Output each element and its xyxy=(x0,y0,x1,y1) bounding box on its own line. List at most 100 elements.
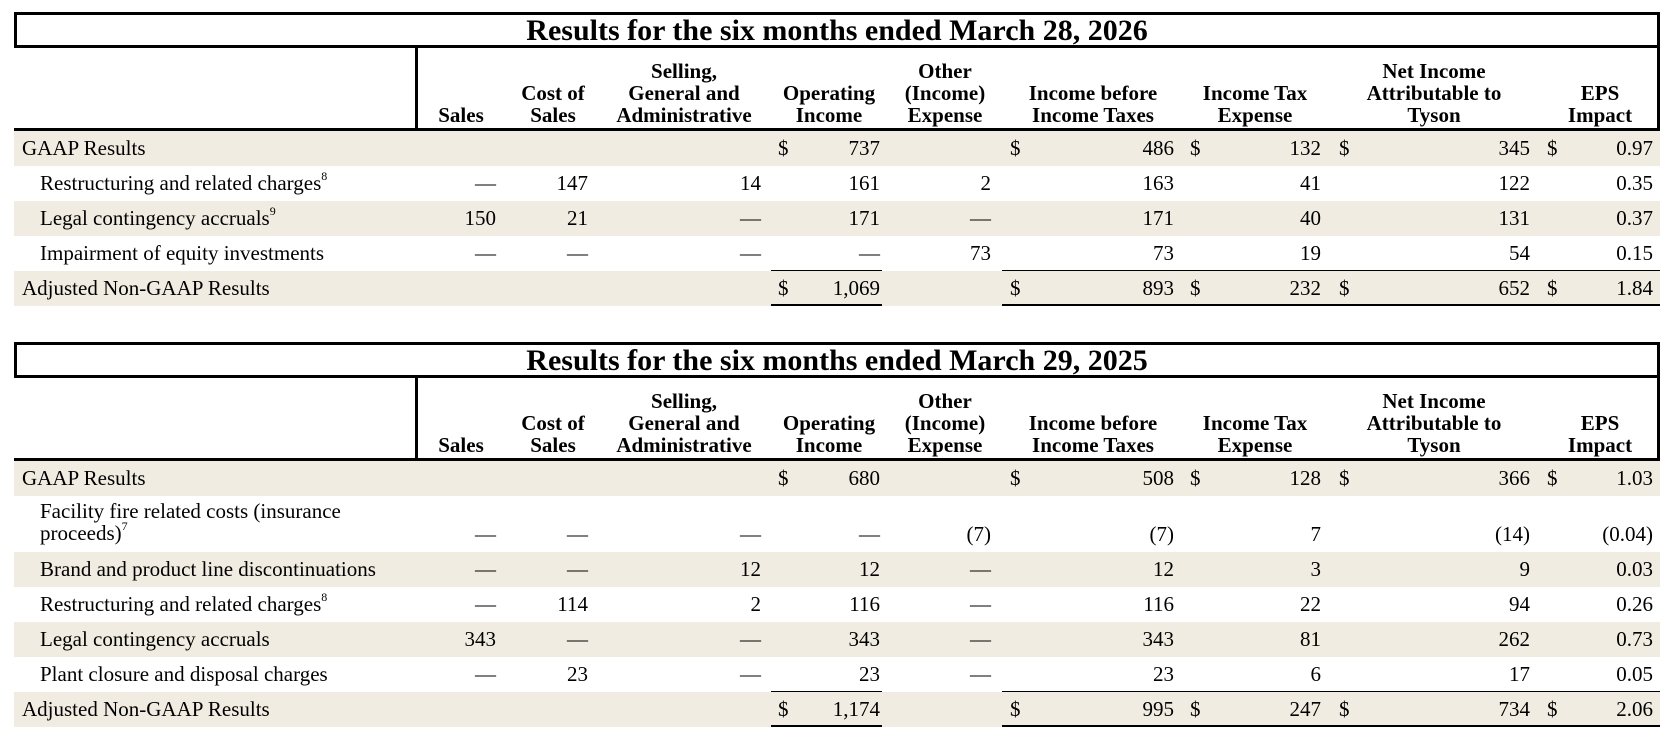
dollar-sign: $ xyxy=(1547,136,1558,160)
cell-operating-income: — xyxy=(859,241,880,265)
cell-income-before-taxes: 116 xyxy=(1143,592,1174,616)
cell-income-before-taxes: 23 xyxy=(1153,662,1174,686)
cell-eps-impact: 0.97 xyxy=(1616,136,1653,160)
cell-sga: — xyxy=(740,522,761,546)
cell-sales: — xyxy=(475,557,496,581)
column-header-other-income-expense: Other (Income) Expense xyxy=(904,59,986,127)
cell-sga: 12 xyxy=(740,557,761,581)
row-label-text: Facility fire related costs (insurance p… xyxy=(40,499,341,545)
cell-other-income-expense: (7) xyxy=(966,522,992,546)
dollar-sign: $ xyxy=(1190,697,1201,721)
cell-net-income: 17 xyxy=(1509,662,1530,686)
column-header-row: Sales Cost of Sales Selling, General and A… xyxy=(14,378,1660,461)
cell-net-income: 9 xyxy=(1519,557,1531,581)
cell-income-before-taxes: 171 xyxy=(1142,206,1175,230)
column-header-operating-income: Operating Income xyxy=(782,411,876,457)
cell-other-income-expense: — xyxy=(970,592,991,616)
row-label-text: Legal contingency accruals xyxy=(40,627,270,651)
cell-eps-impact: 0.73 xyxy=(1616,627,1653,651)
cell-sga: — xyxy=(740,241,761,265)
cell-income-tax-expense: 132 xyxy=(1289,136,1322,160)
column-header-income-tax-expense: Income Tax Expense xyxy=(1202,411,1308,457)
adjustment-row: Restructuring and related charges8 — 147 14… xyxy=(14,166,1660,201)
cell-eps-impact: 0.05 xyxy=(1616,662,1653,686)
row-label-text: Adjusted Non-GAAP Results xyxy=(22,697,270,721)
column-header-sales: Sales xyxy=(438,103,484,127)
column-header-income-before-taxes: Income before Income Taxes xyxy=(1028,81,1158,127)
dollar-sign: $ xyxy=(1190,136,1201,160)
cell-eps-impact: 1.03 xyxy=(1616,466,1653,490)
column-header-other-income-expense: Other (Income) Expense xyxy=(904,389,986,457)
column-header-sga: Selling, General and Administrative xyxy=(616,389,752,457)
cell-income-before-taxes: 508 xyxy=(1142,466,1175,490)
cell-net-income: 734 xyxy=(1498,697,1531,721)
total-rule xyxy=(1002,725,1660,727)
cell-income-tax-expense: 6 xyxy=(1310,662,1322,686)
cell-eps-impact: 0.03 xyxy=(1616,557,1653,581)
cell-sga: 2 xyxy=(750,592,762,616)
results-table: Results for the six months ended March 2… xyxy=(14,342,1660,727)
row-label: Restructuring and related charges8 xyxy=(40,166,327,201)
cell-sga: 14 xyxy=(740,171,761,195)
dollar-sign: $ xyxy=(778,136,789,160)
cell-operating-income: 1,069 xyxy=(832,276,880,300)
cell-operating-income: 161 xyxy=(848,171,881,195)
dollar-sign: $ xyxy=(1010,136,1021,160)
row-label-text: Legal contingency accruals xyxy=(40,206,270,230)
cell-cost-of-sales: 21 xyxy=(567,206,588,230)
results-table: Results for the six months ended March 2… xyxy=(14,12,1660,306)
column-header-sales: Sales xyxy=(438,433,484,457)
cell-other-income-expense: 73 xyxy=(970,241,991,265)
cell-operating-income: 343 xyxy=(848,627,881,651)
footnote-marker: 9 xyxy=(269,204,276,218)
gaap-results-row: GAAP Results $737 $486 $132 $345 $0.97 xyxy=(14,131,1660,166)
adjustment-row: Legal contingency accruals 343 — — 343 — 343 81… xyxy=(14,622,1660,657)
adjustment-row: Facility fire related costs (insurance p… xyxy=(14,496,1660,552)
adjustment-row: Brand and product line discontinuations —… xyxy=(14,552,1660,587)
cell-income-tax-expense: 19 xyxy=(1300,241,1321,265)
row-label-text: Restructuring and related charges xyxy=(40,171,322,195)
row-label: GAAP Results xyxy=(22,461,146,496)
cell-net-income: 122 xyxy=(1498,171,1531,195)
cell-income-before-taxes: 995 xyxy=(1142,697,1175,721)
cell-income-before-taxes: 163 xyxy=(1142,171,1175,195)
cell-sga: — xyxy=(740,206,761,230)
column-header-net-income: Net Income Attributable to Tyson xyxy=(1366,59,1502,127)
dollar-sign: $ xyxy=(1547,697,1558,721)
dollar-sign: $ xyxy=(778,466,789,490)
cell-net-income: 652 xyxy=(1498,276,1531,300)
cell-income-before-taxes: 12 xyxy=(1153,557,1174,581)
dollar-sign: $ xyxy=(1190,276,1201,300)
cell-sales: — xyxy=(475,171,496,195)
adjustment-row: Restructuring and related charges8 — 114 2 1… xyxy=(14,587,1660,622)
footnote-marker: 7 xyxy=(121,519,128,533)
cell-net-income: 262 xyxy=(1498,627,1531,651)
footnote-marker: 8 xyxy=(321,169,328,183)
cell-other-income-expense: — xyxy=(970,557,991,581)
column-header-cost-of-sales: Cost of Sales xyxy=(521,411,585,457)
cell-income-tax-expense: 41 xyxy=(1300,171,1321,195)
row-label: Plant closure and disposal charges xyxy=(40,657,328,692)
row-label: Legal contingency accruals xyxy=(40,622,270,657)
dollar-sign: $ xyxy=(1190,466,1201,490)
cell-other-income-expense: — xyxy=(970,206,991,230)
column-header-eps-impact: EPS Impact xyxy=(1567,81,1633,127)
cell-income-tax-expense: 128 xyxy=(1289,466,1322,490)
cell-net-income: 54 xyxy=(1509,241,1530,265)
cell-income-tax-expense: 247 xyxy=(1289,697,1322,721)
cell-income-before-taxes: 486 xyxy=(1142,136,1175,160)
column-header-row: Sales Cost of Sales Selling, General and A… xyxy=(14,48,1660,131)
cell-sales: 343 xyxy=(464,627,497,651)
table-title: Results for the six months ended March 2… xyxy=(14,342,1660,378)
cell-sales: 150 xyxy=(464,206,497,230)
row-label: Adjusted Non-GAAP Results xyxy=(22,271,270,306)
header-box xyxy=(415,48,1660,131)
cell-income-before-taxes: 893 xyxy=(1142,276,1175,300)
adjusted-results-row: Adjusted Non-GAAP Results $1,174 $995 $247 $… xyxy=(14,692,1660,727)
dollar-sign: $ xyxy=(1339,276,1350,300)
cell-sales: — xyxy=(475,241,496,265)
dollar-sign: $ xyxy=(1010,466,1021,490)
row-label: Adjusted Non-GAAP Results xyxy=(22,692,270,727)
dollar-sign: $ xyxy=(778,276,789,300)
column-header-income-tax-expense: Income Tax Expense xyxy=(1202,81,1308,127)
